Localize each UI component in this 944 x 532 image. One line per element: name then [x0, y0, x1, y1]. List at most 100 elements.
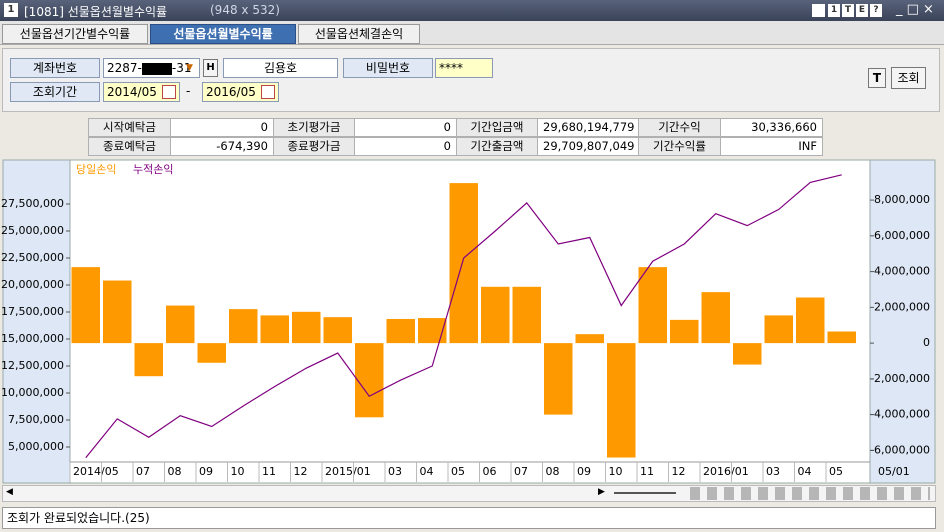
summary-label: 종료예탁금: [88, 137, 171, 156]
y-tick-label: 10,000,000: [1, 386, 64, 399]
bar: [544, 343, 573, 415]
y2-tick-label: 0: [923, 336, 930, 349]
legend-entry: 누적손익: [133, 163, 173, 176]
start-date[interactable]: 2014/05: [103, 82, 180, 102]
bar: [166, 305, 195, 344]
bar: [512, 286, 541, 344]
window-id: 1: [4, 3, 18, 17]
summary-value: 29,709,807,049: [537, 137, 639, 156]
summary-label: 기간출금액: [456, 137, 538, 156]
title-bar: [0, 0, 944, 21]
bar: [418, 318, 447, 344]
summary-label: 기간수익: [638, 118, 721, 137]
bar: [733, 343, 762, 365]
account-prefix: 2287-: [107, 61, 142, 75]
x-tick-label: 10: [231, 465, 245, 478]
summary-value: 29,680,194,779: [537, 118, 639, 137]
bar: [670, 319, 699, 344]
y-tick-label: 12,500,000: [1, 359, 64, 372]
y-tick-label: 27,500,000: [1, 197, 64, 210]
summary-value: 0: [354, 118, 457, 137]
x-tick-label: 2016/01: [703, 465, 749, 478]
left-axis-panel: [2, 159, 71, 484]
h-button[interactable]: H: [203, 59, 218, 77]
x-tick-label: 08: [168, 465, 182, 478]
legend-entry: 당일손익: [76, 162, 116, 176]
account-label: 계좌번호: [10, 58, 100, 78]
summary-label: 기간입금액: [456, 118, 538, 137]
tool-button[interactable]: T: [842, 4, 854, 17]
scroll-right[interactable]: ▶: [598, 487, 605, 497]
query-button[interactable]: 조회: [891, 67, 926, 89]
x-tick-label: 11: [640, 465, 654, 478]
password-label: 비밀번호: [343, 58, 433, 78]
tool-button[interactable]: ?: [870, 4, 882, 17]
summary-label: 초기평가금: [273, 118, 355, 137]
right-axis-panel: [869, 159, 936, 484]
y-tick-label: 17,500,000: [1, 305, 64, 318]
bar: [260, 315, 289, 344]
x-tick-label: 06: [483, 465, 497, 478]
bar: [292, 311, 321, 344]
x-tick-label: 11: [262, 465, 276, 478]
bar: [796, 297, 825, 344]
bar: [827, 331, 856, 344]
x-tick-label: 2014/05: [73, 465, 119, 478]
y-tick-label: 22,500,000: [1, 251, 64, 264]
t-button[interactable]: T: [868, 68, 886, 88]
bar: [134, 343, 163, 377]
x-tick-label: 08: [546, 465, 560, 478]
dropdown-arrow[interactable]: ▼: [186, 63, 193, 73]
tool-icon[interactable]: [812, 4, 825, 17]
y-tick-label: 25,000,000: [1, 224, 64, 237]
tab[interactable]: 선물옵션체결손익: [298, 24, 420, 44]
y2-tick-label: -2,000,000: [870, 372, 930, 385]
window-controls[interactable]: _ □ ×: [896, 2, 934, 17]
summary-label: 시작예탁금: [88, 118, 171, 137]
account-suffix: -31: [171, 61, 192, 75]
summary-value: 0: [170, 118, 274, 137]
y2-tick-label: 6,000,000: [874, 229, 930, 242]
masked: [141, 62, 172, 75]
account-input[interactable]: 2287- -31: [103, 58, 200, 78]
y-tick-label: 15,000,000: [1, 332, 64, 345]
window-size: (948 x 532): [210, 3, 280, 17]
summary-value: -674,390: [170, 137, 274, 156]
x-tick-label: 05: [451, 465, 465, 478]
bar: [449, 183, 478, 344]
x-tick-label: 05: [829, 465, 843, 478]
bar: [607, 343, 636, 458]
y2-tick-label: -4,000,000: [870, 408, 930, 421]
bar: [103, 280, 132, 344]
x-tick-label: 04: [420, 465, 434, 478]
tool-button[interactable]: E: [856, 4, 868, 17]
x-tick-label: 09: [199, 465, 213, 478]
password-input[interactable]: ****: [435, 58, 493, 78]
tool-button[interactable]: 1: [828, 4, 840, 17]
chart-toolbar[interactable]: [690, 487, 930, 500]
line: [85, 174, 842, 459]
end-date[interactable]: 2016/05: [202, 82, 279, 102]
zoom-slider[interactable]: [614, 492, 676, 494]
x-tick-label: 09: [577, 465, 591, 478]
x-tick-label: 07: [136, 465, 150, 478]
bar: [764, 315, 793, 344]
bar: [638, 267, 667, 344]
calendar-icon[interactable]: [261, 85, 275, 99]
bar: [355, 343, 384, 418]
x-tick-label: 07: [514, 465, 528, 478]
tab[interactable]: 선물옵션기간별수익률: [2, 24, 148, 44]
scroll-left[interactable]: ◀: [6, 487, 13, 497]
period-label: 조회기간: [10, 82, 100, 102]
x-tick-label: 04: [798, 465, 812, 478]
bar: [71, 267, 100, 344]
y2-tick-label: 2,000,000: [874, 300, 930, 313]
calendar-icon[interactable]: [162, 85, 176, 99]
summary-value: 0: [354, 137, 457, 156]
name-field: 김용호: [223, 58, 338, 78]
y2-tick-label: 8,000,000: [874, 193, 930, 206]
tab-active[interactable]: 선물옵션월별수익률: [150, 24, 296, 44]
window-title: [1081] 선물옵션월별수익률: [24, 5, 168, 19]
bar: [701, 292, 730, 344]
